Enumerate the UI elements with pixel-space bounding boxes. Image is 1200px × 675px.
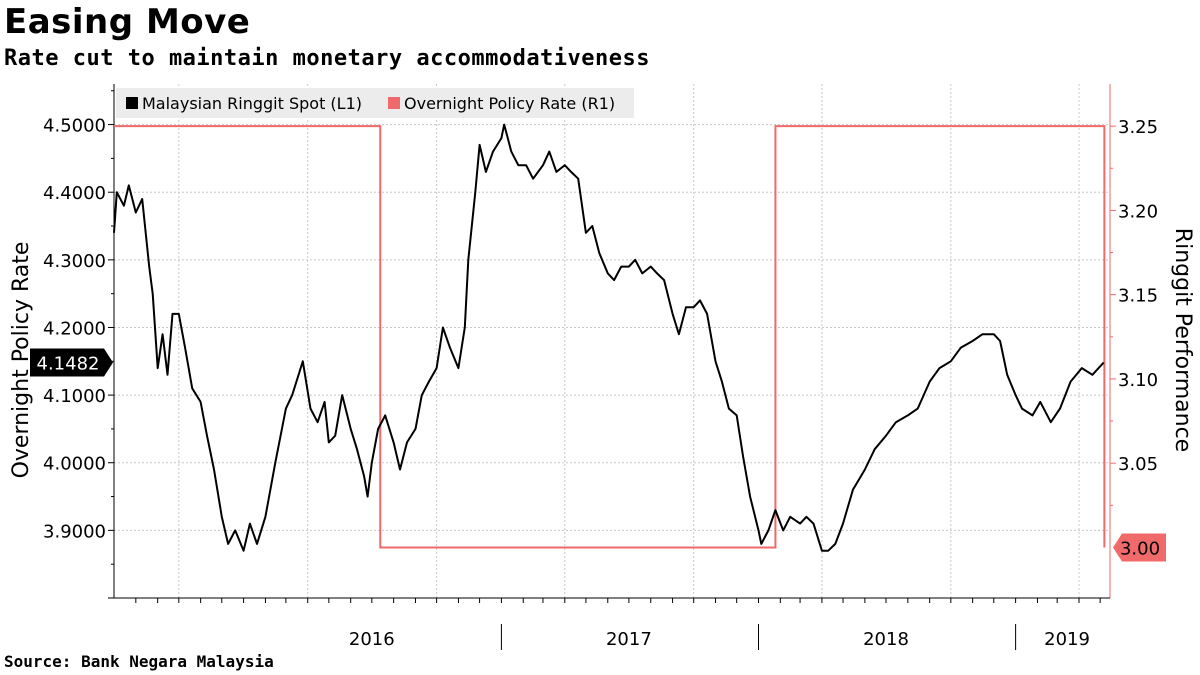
legend-swatch-ringgit bbox=[126, 97, 138, 109]
grid bbox=[114, 84, 1110, 598]
right-last-value-badge: 3.00 bbox=[1113, 533, 1166, 562]
legend: Malaysian Ringgit Spot (L1) Overnight Po… bbox=[116, 88, 634, 118]
source-note: Source: Bank Negara Malaysia bbox=[4, 652, 274, 671]
left-tick-label: 4.3000 bbox=[43, 251, 106, 272]
right-tick-label: 3.05 bbox=[1118, 454, 1158, 475]
series-line-ringgit bbox=[113, 123, 1105, 552]
chart-title: Easing Move bbox=[4, 2, 251, 42]
right-axis-title: Ringgit Performance bbox=[1170, 228, 1195, 452]
legend-background bbox=[116, 88, 634, 118]
legend-swatch-policy-rate bbox=[388, 97, 400, 109]
right-tick-label: 3.10 bbox=[1118, 370, 1158, 391]
left-last-value-badge-shape bbox=[30, 348, 113, 377]
year-label: 2019 bbox=[1044, 629, 1090, 650]
left-tick-label: 4.4000 bbox=[43, 183, 106, 204]
right-last-value-badge-shape bbox=[1113, 533, 1166, 562]
left-tick-label: 4.0000 bbox=[43, 454, 106, 475]
right-tick-label: 3.20 bbox=[1118, 201, 1158, 222]
left-tick-label: 4.2000 bbox=[43, 318, 106, 339]
left-last-value-badge: 4.1482 bbox=[30, 348, 113, 377]
axes: 3.9000 4.0000 4.1000 4.2000 4.3000 4.4000 4.50… bbox=[43, 84, 1158, 650]
legend-label-policy-rate: Overnight Policy Rate (R1) bbox=[404, 94, 615, 113]
series-line-policy-rate bbox=[114, 125, 1106, 549]
left-axis-title: Overnight Policy Rate bbox=[9, 242, 34, 479]
right-last-value-label: 3.00 bbox=[1120, 538, 1160, 559]
left-tick-label: 4.1000 bbox=[43, 386, 106, 407]
left-last-value-label: 4.1482 bbox=[37, 354, 100, 375]
left-tick-label: 3.9000 bbox=[43, 521, 106, 542]
right-tick-label: 3.15 bbox=[1118, 286, 1158, 307]
year-label: 2017 bbox=[606, 629, 652, 650]
right-tick-label: 3.25 bbox=[1118, 117, 1158, 138]
series-layer bbox=[113, 123, 1106, 552]
left-tick-label: 4.5000 bbox=[43, 116, 106, 137]
year-label: 2018 bbox=[863, 629, 909, 650]
legend-label-ringgit: Malaysian Ringgit Spot (L1) bbox=[142, 94, 362, 113]
year-label: 2016 bbox=[349, 629, 395, 650]
chart-subtitle: Rate cut to maintain monetary accommodat… bbox=[4, 46, 651, 71]
